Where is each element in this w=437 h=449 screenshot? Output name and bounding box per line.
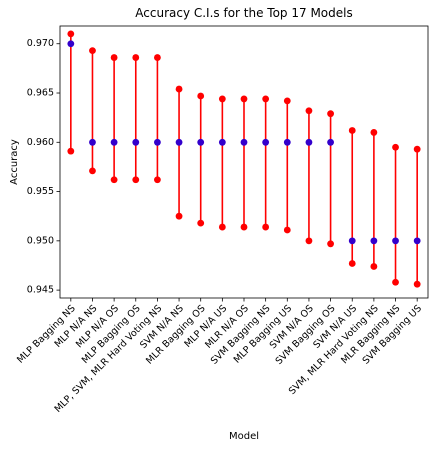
accuracy-point [154,138,161,146]
ci-upper-point [197,92,205,100]
ci-lower-point [240,223,248,231]
accuracy-point [240,138,248,146]
ci-lower-point [370,263,378,270]
y-tick-label: 0.955 [27,186,54,197]
ci-lower-point [175,212,183,220]
accuracy-point [413,237,421,245]
chart-title: Accuracy C.I.s for the Top 17 Models [135,6,352,20]
ci-lower-point [283,226,291,234]
ci-lower-point [67,147,75,155]
accuracy-point [348,237,356,245]
ci-upper-point [154,54,161,61]
accuracy-point [110,138,118,146]
accuracy-point [218,138,226,146]
y-tick-label: 0.945 [27,285,54,296]
ci-lower-point [89,167,96,175]
ci-upper-point [305,107,313,115]
y-tick-label: 0.950 [27,235,54,246]
ci-upper-point [218,95,226,103]
accuracy-points [67,40,421,245]
accuracy-point [132,138,140,146]
ci-lower-point [132,176,140,184]
ci-lower-point [110,176,118,184]
accuracy-point [89,138,96,146]
ci-lower-point [262,223,270,231]
accuracy-point [67,40,75,48]
ci-upper-point [392,143,399,151]
accuracy-point [197,138,205,146]
ci-upper-point [67,30,75,38]
ci-upper-point [370,129,378,136]
accuracy-point [262,138,270,146]
y-axis-label: Accuracy [9,139,20,185]
ci-upper-point [110,54,118,61]
ci-upper-point [262,95,270,103]
ci-lower-point [392,278,399,286]
ci-lower-point [348,260,356,267]
ci-upper-point [240,95,248,103]
ci-upper-point [348,127,356,134]
ci-lower-point [413,280,421,288]
ci-lower-point [218,223,226,231]
y-tick-label: 0.970 [27,38,54,49]
ci-upper-point [283,97,291,105]
ci-upper-point [89,47,96,55]
ci-upper-point [413,145,421,153]
ci-lower-point [305,237,313,245]
x-axis-label: Model [229,431,259,442]
ci-lower-point [154,176,161,184]
ci-lower-point [327,240,334,248]
accuracy-point [175,138,183,146]
ci-intervals [67,30,421,288]
accuracy-point [283,138,291,146]
plot-area [59,25,429,299]
ci-lower-point [197,219,205,227]
accuracy-point [370,237,378,245]
y-tick-label: 0.960 [27,137,54,148]
accuracy-point [327,138,334,146]
y-tick-label: 0.965 [27,88,54,99]
accuracy-point [305,138,313,146]
ci-upper-point [175,85,183,93]
ci-upper-point [327,110,334,118]
y-axis: 0.945 0.950 0.955 0.960 0.965 0.970 [27,38,60,296]
accuracy-point [392,237,399,245]
ci-upper-point [132,54,140,61]
